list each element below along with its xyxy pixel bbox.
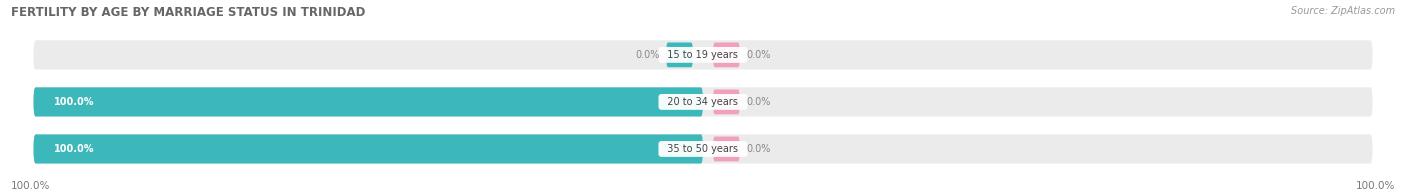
Text: 0.0%: 0.0% bbox=[747, 144, 770, 154]
Text: 0.0%: 0.0% bbox=[636, 50, 659, 60]
Text: 100.0%: 100.0% bbox=[1355, 181, 1395, 191]
Text: 15 to 19 years: 15 to 19 years bbox=[661, 50, 745, 60]
FancyBboxPatch shape bbox=[713, 90, 740, 114]
Text: FERTILITY BY AGE BY MARRIAGE STATUS IN TRINIDAD: FERTILITY BY AGE BY MARRIAGE STATUS IN T… bbox=[11, 6, 366, 19]
Text: 100.0%: 100.0% bbox=[11, 181, 51, 191]
FancyBboxPatch shape bbox=[34, 87, 1372, 116]
Text: 0.0%: 0.0% bbox=[747, 50, 770, 60]
FancyBboxPatch shape bbox=[34, 134, 703, 163]
Text: 100.0%: 100.0% bbox=[53, 97, 94, 107]
FancyBboxPatch shape bbox=[666, 43, 693, 67]
FancyBboxPatch shape bbox=[34, 87, 703, 116]
FancyBboxPatch shape bbox=[34, 40, 1372, 69]
FancyBboxPatch shape bbox=[713, 137, 740, 161]
Text: 0.0%: 0.0% bbox=[747, 97, 770, 107]
Text: 100.0%: 100.0% bbox=[53, 144, 94, 154]
Text: 35 to 50 years: 35 to 50 years bbox=[661, 144, 745, 154]
FancyBboxPatch shape bbox=[34, 134, 1372, 163]
Text: 20 to 34 years: 20 to 34 years bbox=[661, 97, 745, 107]
Text: Source: ZipAtlas.com: Source: ZipAtlas.com bbox=[1291, 6, 1395, 16]
FancyBboxPatch shape bbox=[713, 43, 740, 67]
